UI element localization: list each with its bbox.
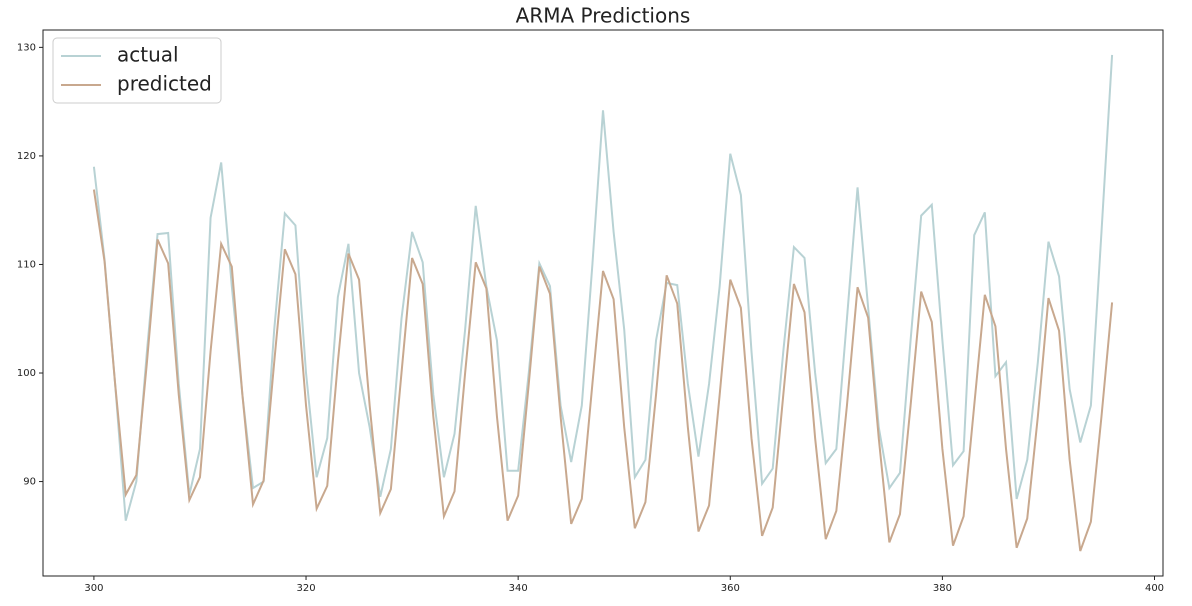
legend-label: actual [117,43,179,67]
series-line [92,54,1114,521]
x-tick-label: 380 [933,583,952,594]
x-tick-label: 340 [509,583,528,594]
x-tick-label: 360 [721,583,740,594]
legend-label: predicted [117,72,212,96]
y-tick-label: 120 [17,151,36,162]
x-tick-label: 400 [1145,583,1164,594]
legend: actual predicted [52,37,222,104]
series-line [92,189,1114,552]
legend-box [52,37,222,104]
y-tick-label: 110 [17,259,36,270]
chart-title: ARMA Predictions [516,4,691,28]
y-tick-label: 100 [17,368,36,379]
x-tick-label: 320 [296,583,315,594]
y-tick-label: 130 [17,42,36,53]
plot-frame [42,29,1164,577]
y-tick-label: 90 [23,477,36,488]
x-tick-label: 300 [84,583,103,594]
